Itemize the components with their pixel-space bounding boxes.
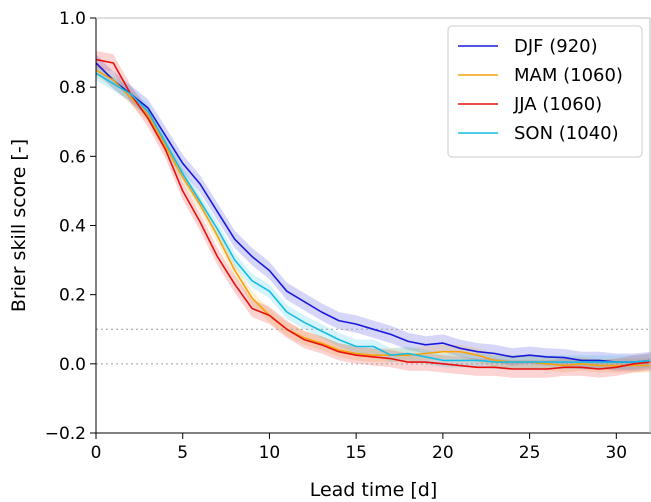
x-tick-label: 10 — [259, 443, 281, 463]
x-ticks: 0 5 10 15 20 25 30 — [91, 433, 627, 463]
y-tick-label: −0.2 — [45, 424, 86, 444]
legend-entry-label: MAM (1060) — [514, 65, 623, 86]
legend-entry-label: SON (1040) — [514, 123, 619, 144]
legend-entry-label: DJF (920) — [514, 36, 598, 57]
y-axis-label: Brier skill score [-] — [8, 139, 30, 312]
legend-box — [447, 25, 643, 158]
y-tick-label: 0.6 — [59, 147, 86, 167]
series-line — [96, 69, 651, 367]
series-line — [96, 58, 651, 370]
y-tick-label: 0.2 — [59, 286, 86, 306]
y-ticks: −0.2 0.0 0.2 0.4 0.6 0.8 1.0 — [45, 9, 96, 444]
x-tick-label: 0 — [91, 443, 102, 463]
legend-entry-label: JJA (1060) — [513, 94, 602, 115]
series-line — [96, 72, 651, 363]
series-line — [96, 62, 651, 363]
legend: DJF (920) MAM (1060) JJA (1060) SON (1040) — [447, 25, 643, 158]
y-tick-label: 1.0 — [59, 9, 86, 29]
y-tick-label: 0.4 — [59, 217, 86, 237]
x-tick-label: 20 — [432, 443, 454, 463]
y-tick-label: 0.8 — [59, 78, 86, 98]
x-tick-label: 25 — [519, 443, 541, 463]
y-tick-label: 0.0 — [59, 355, 86, 375]
x-tick-label: 30 — [605, 443, 627, 463]
x-axis-label: Lead time [d] — [310, 479, 438, 501]
x-tick-label: 5 — [177, 443, 188, 463]
x-tick-label: 15 — [345, 443, 367, 463]
series-lines — [96, 58, 651, 370]
